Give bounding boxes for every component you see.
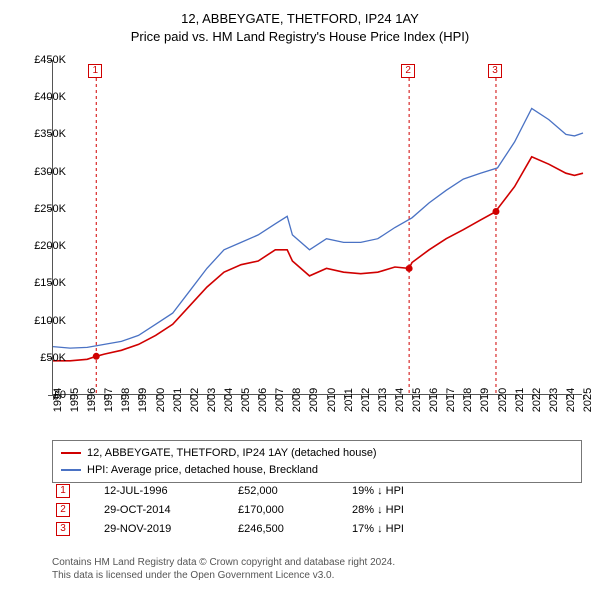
x-tick-label: 2005 — [240, 388, 252, 412]
y-tick-label: £150K — [34, 277, 66, 289]
x-tick-label: 1998 — [120, 388, 132, 412]
x-tick-label: 1995 — [69, 388, 81, 412]
y-tick-label: £250K — [34, 203, 66, 215]
tx-price: £170,000 — [238, 504, 318, 516]
tx-pct: 17% ↓ HPI — [352, 523, 442, 535]
footer-attribution: Contains HM Land Registry data © Crown c… — [52, 556, 582, 582]
x-tick-label: 2003 — [206, 388, 218, 412]
x-tick-label: 2011 — [343, 388, 355, 412]
chart-container: 12, ABBEYGATE, THETFORD, IP24 1AY Price … — [0, 0, 600, 590]
title-line2: Price paid vs. HM Land Registry's House … — [0, 28, 600, 46]
x-tick-label: 2018 — [462, 388, 474, 412]
tx-flag: 1 — [56, 484, 70, 498]
x-tick-label: 2010 — [326, 388, 338, 412]
x-tick-label: 2004 — [223, 388, 235, 412]
y-tick-label: £400K — [34, 91, 66, 103]
x-tick-label: 2001 — [172, 388, 184, 412]
y-tick-label: £200K — [34, 240, 66, 252]
y-tick-label: £350K — [34, 128, 66, 140]
tx-pct: 19% ↓ HPI — [352, 485, 442, 497]
tx-flag: 2 — [56, 503, 70, 517]
footer-line1: Contains HM Land Registry data © Crown c… — [52, 556, 582, 569]
x-tick-label: 2000 — [155, 388, 167, 412]
x-tick-label: 2024 — [565, 388, 577, 412]
x-tick-label: 2015 — [411, 388, 423, 412]
tx-date: 29-OCT-2014 — [104, 504, 204, 516]
y-tick-label: £300K — [34, 166, 66, 178]
legend-label-hpi: HPI: Average price, detached house, Brec… — [87, 462, 318, 479]
x-tick-label: 2014 — [394, 388, 406, 412]
x-tick-label: 2025 — [582, 388, 594, 412]
x-tick-label: 2016 — [428, 388, 440, 412]
series-property — [53, 157, 583, 361]
x-tick-label: 1994 — [52, 388, 64, 412]
y-tick-label: £50K — [40, 352, 66, 364]
x-tick-label: 2022 — [531, 388, 543, 412]
x-tick-label: 2006 — [257, 388, 269, 412]
transaction-row: 1 12-JUL-1996 £52,000 19% ↓ HPI — [52, 484, 582, 498]
legend-swatch-property — [61, 452, 81, 454]
tx-flag: 3 — [56, 522, 70, 536]
x-tick-label: 1996 — [86, 388, 98, 412]
footer-line2: This data is licensed under the Open Gov… — [52, 569, 582, 582]
x-tick-label: 2019 — [479, 388, 491, 412]
transaction-row: 3 29-NOV-2019 £246,500 17% ↓ HPI — [52, 522, 582, 536]
chart-svg — [53, 60, 583, 395]
marker-dot-3 — [492, 208, 499, 215]
legend: 12, ABBEYGATE, THETFORD, IP24 1AY (detac… — [52, 440, 582, 483]
x-tick-label: 2007 — [274, 388, 286, 412]
marker-dot-2 — [406, 265, 413, 272]
x-tick-label: 2002 — [189, 388, 201, 412]
tx-pct: 28% ↓ HPI — [352, 504, 442, 516]
legend-row-property: 12, ABBEYGATE, THETFORD, IP24 1AY (detac… — [61, 445, 573, 462]
transactions-table: 1 12-JUL-1996 £52,000 19% ↓ HPI 2 29-OCT-2014… — [52, 484, 582, 541]
marker-flag-1: 1 — [88, 64, 102, 78]
x-tick-label: 1997 — [103, 388, 115, 412]
marker-flag-3: 3 — [488, 64, 502, 78]
legend-swatch-hpi — [61, 469, 81, 471]
marker-flag-2: 2 — [401, 64, 415, 78]
chart-plot-area — [52, 60, 582, 395]
legend-label-property: 12, ABBEYGATE, THETFORD, IP24 1AY (detac… — [87, 445, 377, 462]
y-tick-label: £100K — [34, 315, 66, 327]
tx-price: £52,000 — [238, 485, 318, 497]
tx-price: £246,500 — [238, 523, 318, 535]
x-tick-label: 2013 — [377, 388, 389, 412]
tx-date: 12-JUL-1996 — [104, 485, 204, 497]
x-tick-label: 2017 — [445, 388, 457, 412]
x-tick-label: 2023 — [548, 388, 560, 412]
x-tick-label: 2008 — [291, 388, 303, 412]
transaction-row: 2 29-OCT-2014 £170,000 28% ↓ HPI — [52, 503, 582, 517]
marker-dot-1 — [93, 353, 100, 360]
x-tick-label: 2009 — [308, 388, 320, 412]
x-tick-label: 2020 — [497, 388, 509, 412]
series-hpi — [53, 108, 583, 348]
legend-row-hpi: HPI: Average price, detached house, Brec… — [61, 462, 573, 479]
y-tick-label: £450K — [34, 54, 66, 66]
x-tick-label: 2012 — [360, 388, 372, 412]
x-tick-label: 2021 — [514, 388, 526, 412]
x-tick-label: 1999 — [137, 388, 149, 412]
title-block: 12, ABBEYGATE, THETFORD, IP24 1AY Price … — [0, 0, 600, 46]
title-line1: 12, ABBEYGATE, THETFORD, IP24 1AY — [0, 10, 600, 28]
tx-date: 29-NOV-2019 — [104, 523, 204, 535]
